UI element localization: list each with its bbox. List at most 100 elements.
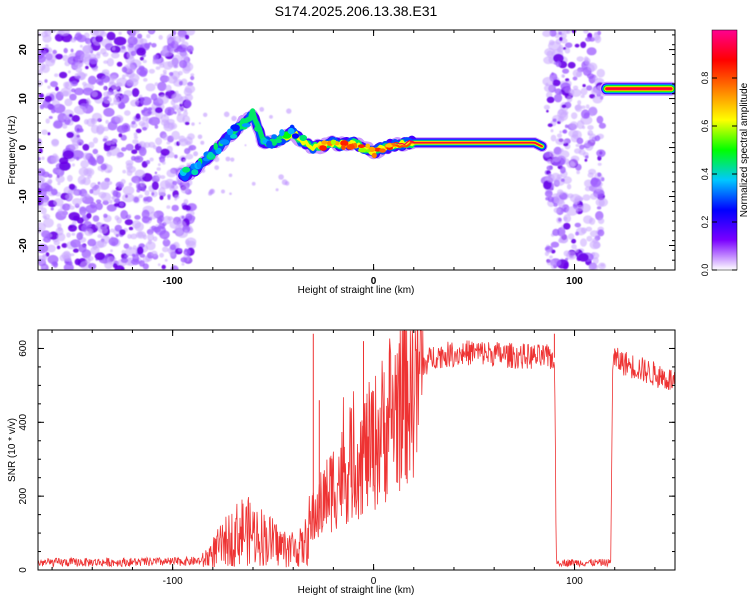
noise-blob (115, 234, 119, 238)
noise-blob (67, 70, 71, 74)
ridge-blob (340, 140, 349, 147)
noise-blob (121, 249, 126, 255)
noise-blob (172, 180, 178, 186)
noise-blob (87, 75, 97, 85)
noise-blob (69, 224, 73, 229)
ridge-blob (230, 124, 240, 132)
ridge-speckle (269, 115, 273, 119)
noise-blob (100, 192, 112, 202)
noise-blob (121, 147, 127, 152)
noise-blob (593, 75, 598, 81)
noise-blob (75, 67, 83, 73)
noise-blob (82, 152, 91, 161)
noise-blob (568, 129, 579, 138)
noise-blob (592, 241, 601, 249)
noise-blob (162, 239, 171, 247)
noise-blob (61, 243, 68, 248)
snr-ylabel: SNR (10 * v/v) (7, 418, 18, 482)
noise-blob (563, 214, 572, 223)
colorbar-tick-label: 0.2 (700, 216, 710, 229)
noise-blob (552, 79, 561, 87)
noise-blob (151, 181, 159, 190)
noise-blob (171, 204, 179, 212)
x-tick-label: 100 (566, 276, 583, 287)
ridge-blob (271, 134, 278, 140)
noise-blob (141, 216, 150, 224)
colorbar-ticks: 0.0 0.2 0.4 0.6 0.8 (700, 72, 737, 276)
noise-blob (139, 38, 148, 45)
noise-blob (104, 224, 108, 228)
noise-blob (95, 199, 102, 204)
noise-blob (128, 226, 134, 231)
noise-blob (589, 230, 599, 238)
noise-blob (566, 183, 572, 190)
noise-blob (588, 263, 599, 270)
noise-blob (187, 48, 192, 53)
noise-blob (571, 30, 577, 34)
noise-blob (101, 75, 110, 83)
noise-blob (63, 47, 68, 54)
ridge-speckle (191, 122, 195, 126)
noise-blob (546, 165, 553, 171)
noise-blob (118, 133, 123, 138)
noise-blob (571, 238, 577, 244)
noise-blob (182, 225, 191, 233)
noise-blob (139, 253, 146, 258)
noise-blob (170, 123, 175, 129)
noise-blob (57, 208, 63, 214)
y-tick-label: -10 (18, 189, 29, 204)
noise-blob (546, 259, 555, 266)
noise-blob (574, 104, 582, 111)
noise-blob (166, 205, 171, 209)
noise-blob (172, 54, 182, 64)
noise-blob (86, 194, 91, 198)
noise-blob (89, 189, 94, 194)
noise-blob (574, 248, 579, 253)
noise-blob (119, 202, 124, 207)
ridge-blob (385, 143, 393, 148)
noise-blob (151, 192, 155, 196)
noise-blob (134, 215, 141, 220)
noise-blob (122, 185, 135, 195)
noise-blob (130, 99, 139, 107)
noise-blob (183, 109, 188, 112)
noise-blob (74, 87, 84, 96)
noise-blob (576, 137, 584, 145)
ridge-speckle (231, 115, 237, 122)
noise-blob (86, 98, 91, 103)
ridge-speckle (193, 151, 199, 157)
noise-blob (128, 182, 133, 187)
noise-blob (184, 121, 190, 126)
noise-blob (553, 207, 561, 214)
noise-blob (70, 38, 77, 43)
noise-blob (41, 171, 50, 178)
noise-blob (155, 174, 161, 180)
noise-blob (88, 263, 97, 270)
ridge-speckle (200, 140, 205, 145)
noise-blob (158, 94, 169, 105)
noise-blob (65, 193, 74, 200)
noise-blob (45, 118, 50, 124)
noise-blob (542, 30, 552, 37)
noise-blob (174, 154, 178, 159)
noise-blob (169, 72, 174, 76)
noise-blob (56, 223, 62, 229)
noise-blob (546, 249, 552, 254)
noise-blob (172, 184, 175, 188)
noise-blob (142, 234, 147, 240)
noise-blob (120, 134, 127, 141)
noise-blob (589, 193, 599, 200)
ridge-speckle (251, 181, 256, 186)
noise-blob (546, 109, 549, 113)
noise-blob (159, 75, 170, 83)
noise-blob (106, 253, 109, 257)
noise-blob (550, 241, 560, 248)
noise-blob (73, 105, 87, 115)
noise-blob (564, 30, 570, 35)
ridge-speckle (221, 189, 225, 194)
noise-blob (55, 169, 61, 174)
noise-blob (132, 220, 141, 229)
noise-blob (46, 244, 56, 253)
noise-blob (55, 175, 65, 183)
noise-blob (159, 180, 171, 190)
